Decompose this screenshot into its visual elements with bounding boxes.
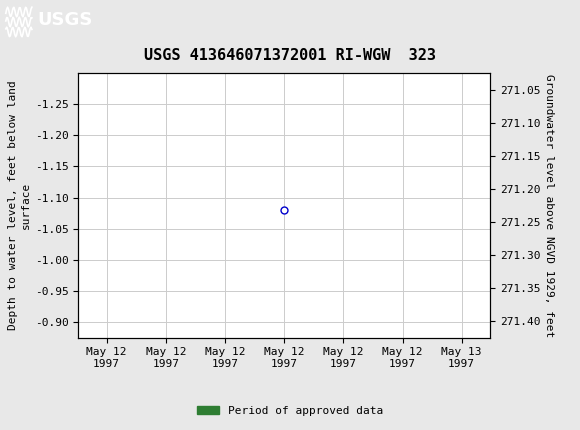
Text: USGS 413646071372001 RI-WGW  323: USGS 413646071372001 RI-WGW 323 [144, 49, 436, 63]
Y-axis label: Depth to water level, feet below land
surface: Depth to water level, feet below land su… [8, 80, 31, 330]
Y-axis label: Groundwater level above NGVD 1929, feet: Groundwater level above NGVD 1929, feet [545, 74, 554, 337]
Text: USGS: USGS [38, 11, 93, 29]
Legend: Period of approved data: Period of approved data [193, 401, 387, 420]
